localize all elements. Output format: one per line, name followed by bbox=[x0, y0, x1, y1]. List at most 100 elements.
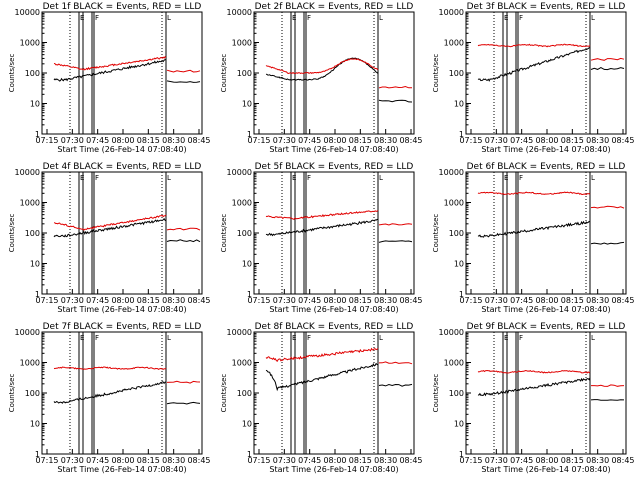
y-tick-label: 10000 bbox=[15, 328, 40, 337]
x-tick-label: 08:30 bbox=[374, 136, 397, 145]
plot-frame bbox=[41, 171, 203, 295]
marker-label-f: F bbox=[95, 14, 99, 22]
series-lld-tail bbox=[166, 227, 201, 231]
x-axis-label: Start Time (26-Feb-14 07:08:40) bbox=[269, 145, 398, 154]
x-tick-label: 07:15 bbox=[35, 136, 58, 145]
x-tick-label: 08:30 bbox=[586, 296, 609, 305]
marker-label-e: E bbox=[504, 174, 508, 182]
x-tick-label: 07:45 bbox=[86, 296, 109, 305]
x-tick-label: 07:15 bbox=[35, 296, 58, 305]
plot-frame bbox=[253, 331, 415, 455]
y-tick-label: 10000 bbox=[227, 8, 252, 17]
x-tick-label: 08:30 bbox=[374, 296, 397, 305]
series-lld-line bbox=[53, 366, 167, 371]
y-tick-label: 1 bbox=[247, 130, 252, 139]
plot-frame bbox=[253, 11, 415, 135]
x-tick-label: 08:30 bbox=[162, 456, 185, 465]
y-tick-label: 100 bbox=[449, 69, 464, 78]
x-tick-label: 08:00 bbox=[111, 456, 134, 465]
marker-label-l: L bbox=[379, 14, 383, 22]
y-tick-label: 100 bbox=[25, 229, 40, 238]
x-tick-label: 08:15 bbox=[349, 456, 372, 465]
panel-title: Det 4f BLACK = Events, RED = LLD bbox=[43, 162, 202, 172]
series-lld-tail bbox=[378, 223, 413, 226]
y-tick-label: 10000 bbox=[15, 8, 40, 17]
y-tick-label: 1 bbox=[459, 130, 464, 139]
x-tick-label: 08:45 bbox=[399, 136, 422, 145]
y-tick-label: 100 bbox=[449, 229, 464, 238]
y-tick-label: 1 bbox=[459, 450, 464, 459]
marker-label-l: L bbox=[167, 174, 171, 182]
detector-panel-9: Det 9f BLACK = Events, RED = LLD 1 10 100 10… bbox=[432, 322, 635, 474]
marker-label-f: F bbox=[307, 14, 311, 22]
series-lld-tail bbox=[591, 384, 625, 387]
series-lld-line bbox=[265, 58, 379, 75]
x-axis-label: Start Time (26-Feb-14 07:08:40) bbox=[57, 465, 186, 474]
series-lld-line bbox=[265, 347, 379, 362]
x-tick-label: 08:30 bbox=[586, 136, 609, 145]
y-tick-label: 100 bbox=[237, 229, 252, 238]
x-tick-label: 07:15 bbox=[459, 296, 482, 305]
x-tick-label: 08:00 bbox=[535, 456, 558, 465]
series-events-tail bbox=[166, 80, 201, 83]
x-tick-label: 08:15 bbox=[349, 296, 372, 305]
x-tick-label: 07:15 bbox=[459, 136, 482, 145]
y-tick-label: 1 bbox=[459, 290, 464, 299]
x-tick-label: 07:30 bbox=[273, 456, 296, 465]
y-tick-label: 10 bbox=[30, 100, 40, 109]
y-axis-label: Counts/sec bbox=[220, 374, 228, 413]
x-tick-label: 08:45 bbox=[611, 136, 634, 145]
detector-panel-8: Det 8f BLACK = Events, RED = LLD 1 10 100 10… bbox=[220, 322, 423, 474]
plot-frame bbox=[41, 331, 203, 455]
marker-label-f: F bbox=[519, 334, 523, 342]
y-tick-label: 1000 bbox=[444, 39, 464, 48]
y-tick-label: 10 bbox=[454, 100, 464, 109]
series-events-tail bbox=[590, 241, 625, 245]
series-events-line bbox=[265, 218, 379, 237]
y-tick-label: 10 bbox=[454, 420, 464, 429]
series-events-line bbox=[477, 220, 591, 238]
x-tick-label: 07:30 bbox=[273, 136, 296, 145]
x-tick-label: 08:15 bbox=[349, 136, 372, 145]
marker-label-f: F bbox=[519, 174, 523, 182]
y-tick-label: 1 bbox=[35, 290, 40, 299]
x-axis-label: Start Time (26-Feb-14 07:08:40) bbox=[57, 145, 186, 154]
x-axis-label: Start Time (26-Feb-14 07:08:40) bbox=[269, 305, 398, 314]
y-tick-label: 1000 bbox=[232, 39, 252, 48]
series-events-tail bbox=[590, 399, 625, 401]
x-tick-label: 07:45 bbox=[298, 296, 321, 305]
x-tick-label: 07:45 bbox=[298, 136, 321, 145]
y-tick-label: 10 bbox=[242, 260, 252, 269]
x-tick-label: 08:00 bbox=[535, 136, 558, 145]
y-tick-label: 1 bbox=[247, 450, 252, 459]
y-axis-label: Counts/sec bbox=[220, 214, 228, 253]
detector-panel-5: Det 5f BLACK = Events, RED = LLD 1 10 100 10… bbox=[220, 162, 423, 314]
panel-title: Det 3f BLACK = Events, RED = LLD bbox=[467, 2, 626, 12]
marker-label-f: F bbox=[95, 174, 99, 182]
series-lld-line bbox=[477, 369, 591, 374]
marker-label-l: L bbox=[591, 334, 595, 342]
x-tick-label: 08:45 bbox=[187, 456, 210, 465]
y-tick-label: 10 bbox=[242, 100, 252, 109]
x-tick-label: 07:30 bbox=[485, 296, 508, 305]
y-axis-label: Counts/sec bbox=[220, 54, 228, 93]
x-tick-label: 07:45 bbox=[510, 456, 533, 465]
series-lld-tail bbox=[590, 205, 625, 209]
y-axis-label: Counts/sec bbox=[432, 374, 440, 413]
series-events-line bbox=[53, 59, 167, 82]
y-tick-label: 1000 bbox=[444, 199, 464, 208]
x-tick-label: 07:15 bbox=[459, 456, 482, 465]
x-tick-label: 07:45 bbox=[510, 136, 533, 145]
panel-title: Det 6f BLACK = Events, RED = LLD bbox=[467, 162, 626, 172]
series-events-tail bbox=[378, 99, 413, 103]
x-tick-label: 08:30 bbox=[374, 456, 397, 465]
x-tick-label: 07:30 bbox=[485, 136, 508, 145]
detector-panel-7: Det 7f BLACK = Events, RED = LLD 1 10 100 10… bbox=[8, 322, 211, 474]
detector-panel-3: Det 3f BLACK = Events, RED = LLD 1 10 100 10… bbox=[432, 2, 635, 154]
series-lld-tail bbox=[590, 57, 625, 61]
x-tick-label: 08:00 bbox=[323, 456, 346, 465]
panel-title: Det 9f BLACK = Events, RED = LLD bbox=[467, 322, 626, 332]
y-axis-label: Counts/sec bbox=[8, 374, 16, 413]
x-tick-label: 08:15 bbox=[561, 456, 584, 465]
marker-label-f: F bbox=[307, 174, 311, 182]
